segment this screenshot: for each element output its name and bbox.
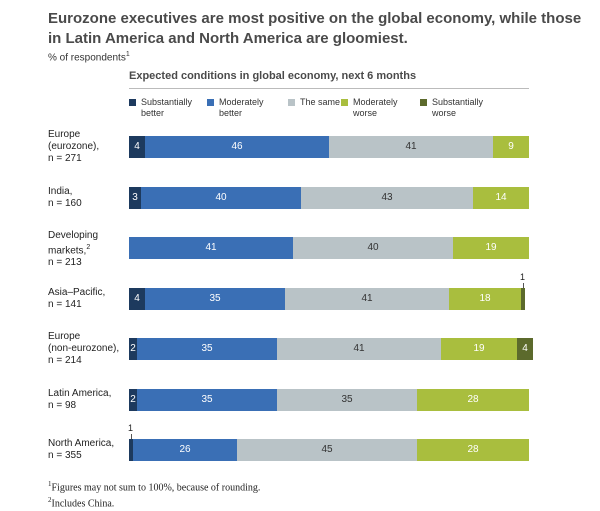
category-label: North America, n = 355 bbox=[48, 438, 115, 461]
data-label: 35 bbox=[201, 343, 213, 354]
bar-segment bbox=[493, 136, 529, 158]
data-label: 35 bbox=[201, 393, 213, 405]
data-label: 4 bbox=[522, 343, 528, 354]
data-label: 28 bbox=[467, 444, 479, 455]
unit-text: % of respondents bbox=[48, 52, 126, 64]
bar-area: 4 46 41 9 3 40 43 14 41 40 19 4 35 41 18 2 35 41 19 4 2 35 35 2… bbox=[128, 130, 533, 461]
unit-label: % of respondents1 bbox=[48, 51, 130, 63]
legend-swatch bbox=[129, 99, 136, 106]
legend-swatch bbox=[288, 99, 295, 106]
bar-segment bbox=[473, 186, 529, 209]
category-label: India, n = 160 bbox=[48, 185, 82, 209]
footnote-2: 2Includes China. bbox=[48, 496, 115, 510]
bar-segment bbox=[329, 136, 493, 158]
bar-segment bbox=[145, 287, 285, 310]
data-label: 41 bbox=[353, 343, 365, 354]
data-label: 43 bbox=[381, 191, 393, 203]
bar-segment bbox=[145, 136, 329, 158]
legend-label: Substantially worse bbox=[432, 97, 484, 118]
data-label: 19 bbox=[473, 343, 485, 354]
category-label: Europe (non-eurozone), n = 214 bbox=[48, 331, 120, 366]
bar-segment bbox=[417, 388, 529, 411]
data-label: 28 bbox=[467, 393, 479, 405]
bar-segment bbox=[129, 338, 137, 360]
data-label: 45 bbox=[321, 444, 333, 455]
subtitle-rule bbox=[129, 88, 529, 89]
data-label: 4 bbox=[134, 292, 140, 304]
data-label: 35 bbox=[341, 393, 353, 405]
legend-label: The same bbox=[300, 97, 341, 107]
data-label: 9 bbox=[508, 141, 514, 152]
callout-label: 1 bbox=[520, 271, 526, 282]
category-label: Developing markets,2 n = 213 bbox=[48, 230, 99, 269]
data-label: 40 bbox=[215, 191, 227, 203]
bar-segment bbox=[133, 439, 237, 461]
bar-segment bbox=[449, 287, 521, 310]
chart-subtitle: Expected conditions in global economy, n… bbox=[129, 70, 417, 82]
bar-segment bbox=[277, 338, 441, 360]
category-label: Latin America, n = 98 bbox=[48, 387, 112, 411]
data-label: 40 bbox=[367, 242, 379, 253]
bar-segment bbox=[453, 237, 529, 259]
data-label: 18 bbox=[479, 292, 491, 304]
bar-segment bbox=[521, 287, 525, 310]
bar-segment bbox=[441, 338, 517, 360]
legend-label: Moderately worse bbox=[353, 97, 398, 118]
data-label: 41 bbox=[405, 141, 417, 152]
category-label: Europe (eurozone), n = 271 bbox=[48, 129, 100, 164]
data-label: 2 bbox=[130, 343, 136, 354]
bar-segment bbox=[285, 287, 449, 310]
bar-segment bbox=[237, 439, 417, 461]
bar-segment bbox=[137, 338, 277, 360]
bar-segment bbox=[137, 388, 277, 411]
data-label: 14 bbox=[495, 191, 507, 203]
bar-segment bbox=[129, 237, 293, 259]
legend-swatch bbox=[420, 99, 427, 106]
data-label: 35 bbox=[209, 292, 221, 304]
category-label: Asia–Pacific, n = 141 bbox=[48, 286, 106, 310]
bar-segment bbox=[517, 338, 533, 360]
data-label: 19 bbox=[485, 242, 497, 253]
bar-segment bbox=[129, 287, 145, 310]
footnote-1: 1Figures may not sum to 100%, because of… bbox=[48, 480, 261, 494]
chart-title: Eurozone executives are most positive on… bbox=[48, 10, 582, 47]
callout-line bbox=[522, 282, 524, 288]
bar-segment bbox=[129, 186, 141, 209]
data-label: 2 bbox=[130, 393, 136, 405]
bar-segment bbox=[129, 388, 137, 411]
data-label: 41 bbox=[361, 292, 373, 304]
bar-segment bbox=[141, 186, 301, 209]
legend-swatch bbox=[207, 99, 214, 106]
data-label: 3 bbox=[132, 191, 138, 203]
data-label: 26 bbox=[179, 444, 191, 455]
callout-label: 1 bbox=[128, 423, 134, 433]
bar-segment bbox=[301, 186, 473, 209]
bar-segment bbox=[293, 237, 453, 259]
bar-segment bbox=[129, 136, 145, 158]
bar-segment bbox=[277, 388, 417, 411]
data-label: 41 bbox=[205, 242, 217, 253]
data-label: 46 bbox=[231, 141, 243, 152]
legend-swatch bbox=[341, 99, 348, 106]
legend: Substantially better Moderately better The… bbox=[129, 97, 549, 127]
legend-label: Moderately better bbox=[219, 97, 264, 118]
bar-segment bbox=[129, 439, 133, 461]
data-label: 4 bbox=[134, 141, 140, 152]
unit-footnote-mark: 1 bbox=[125, 51, 130, 58]
footnotes: 1Figures may not sum to 100%, because of… bbox=[48, 478, 260, 511]
legend-label: Substantially better bbox=[141, 97, 193, 118]
bar-segment bbox=[417, 439, 529, 461]
callout-line bbox=[130, 434, 132, 439]
